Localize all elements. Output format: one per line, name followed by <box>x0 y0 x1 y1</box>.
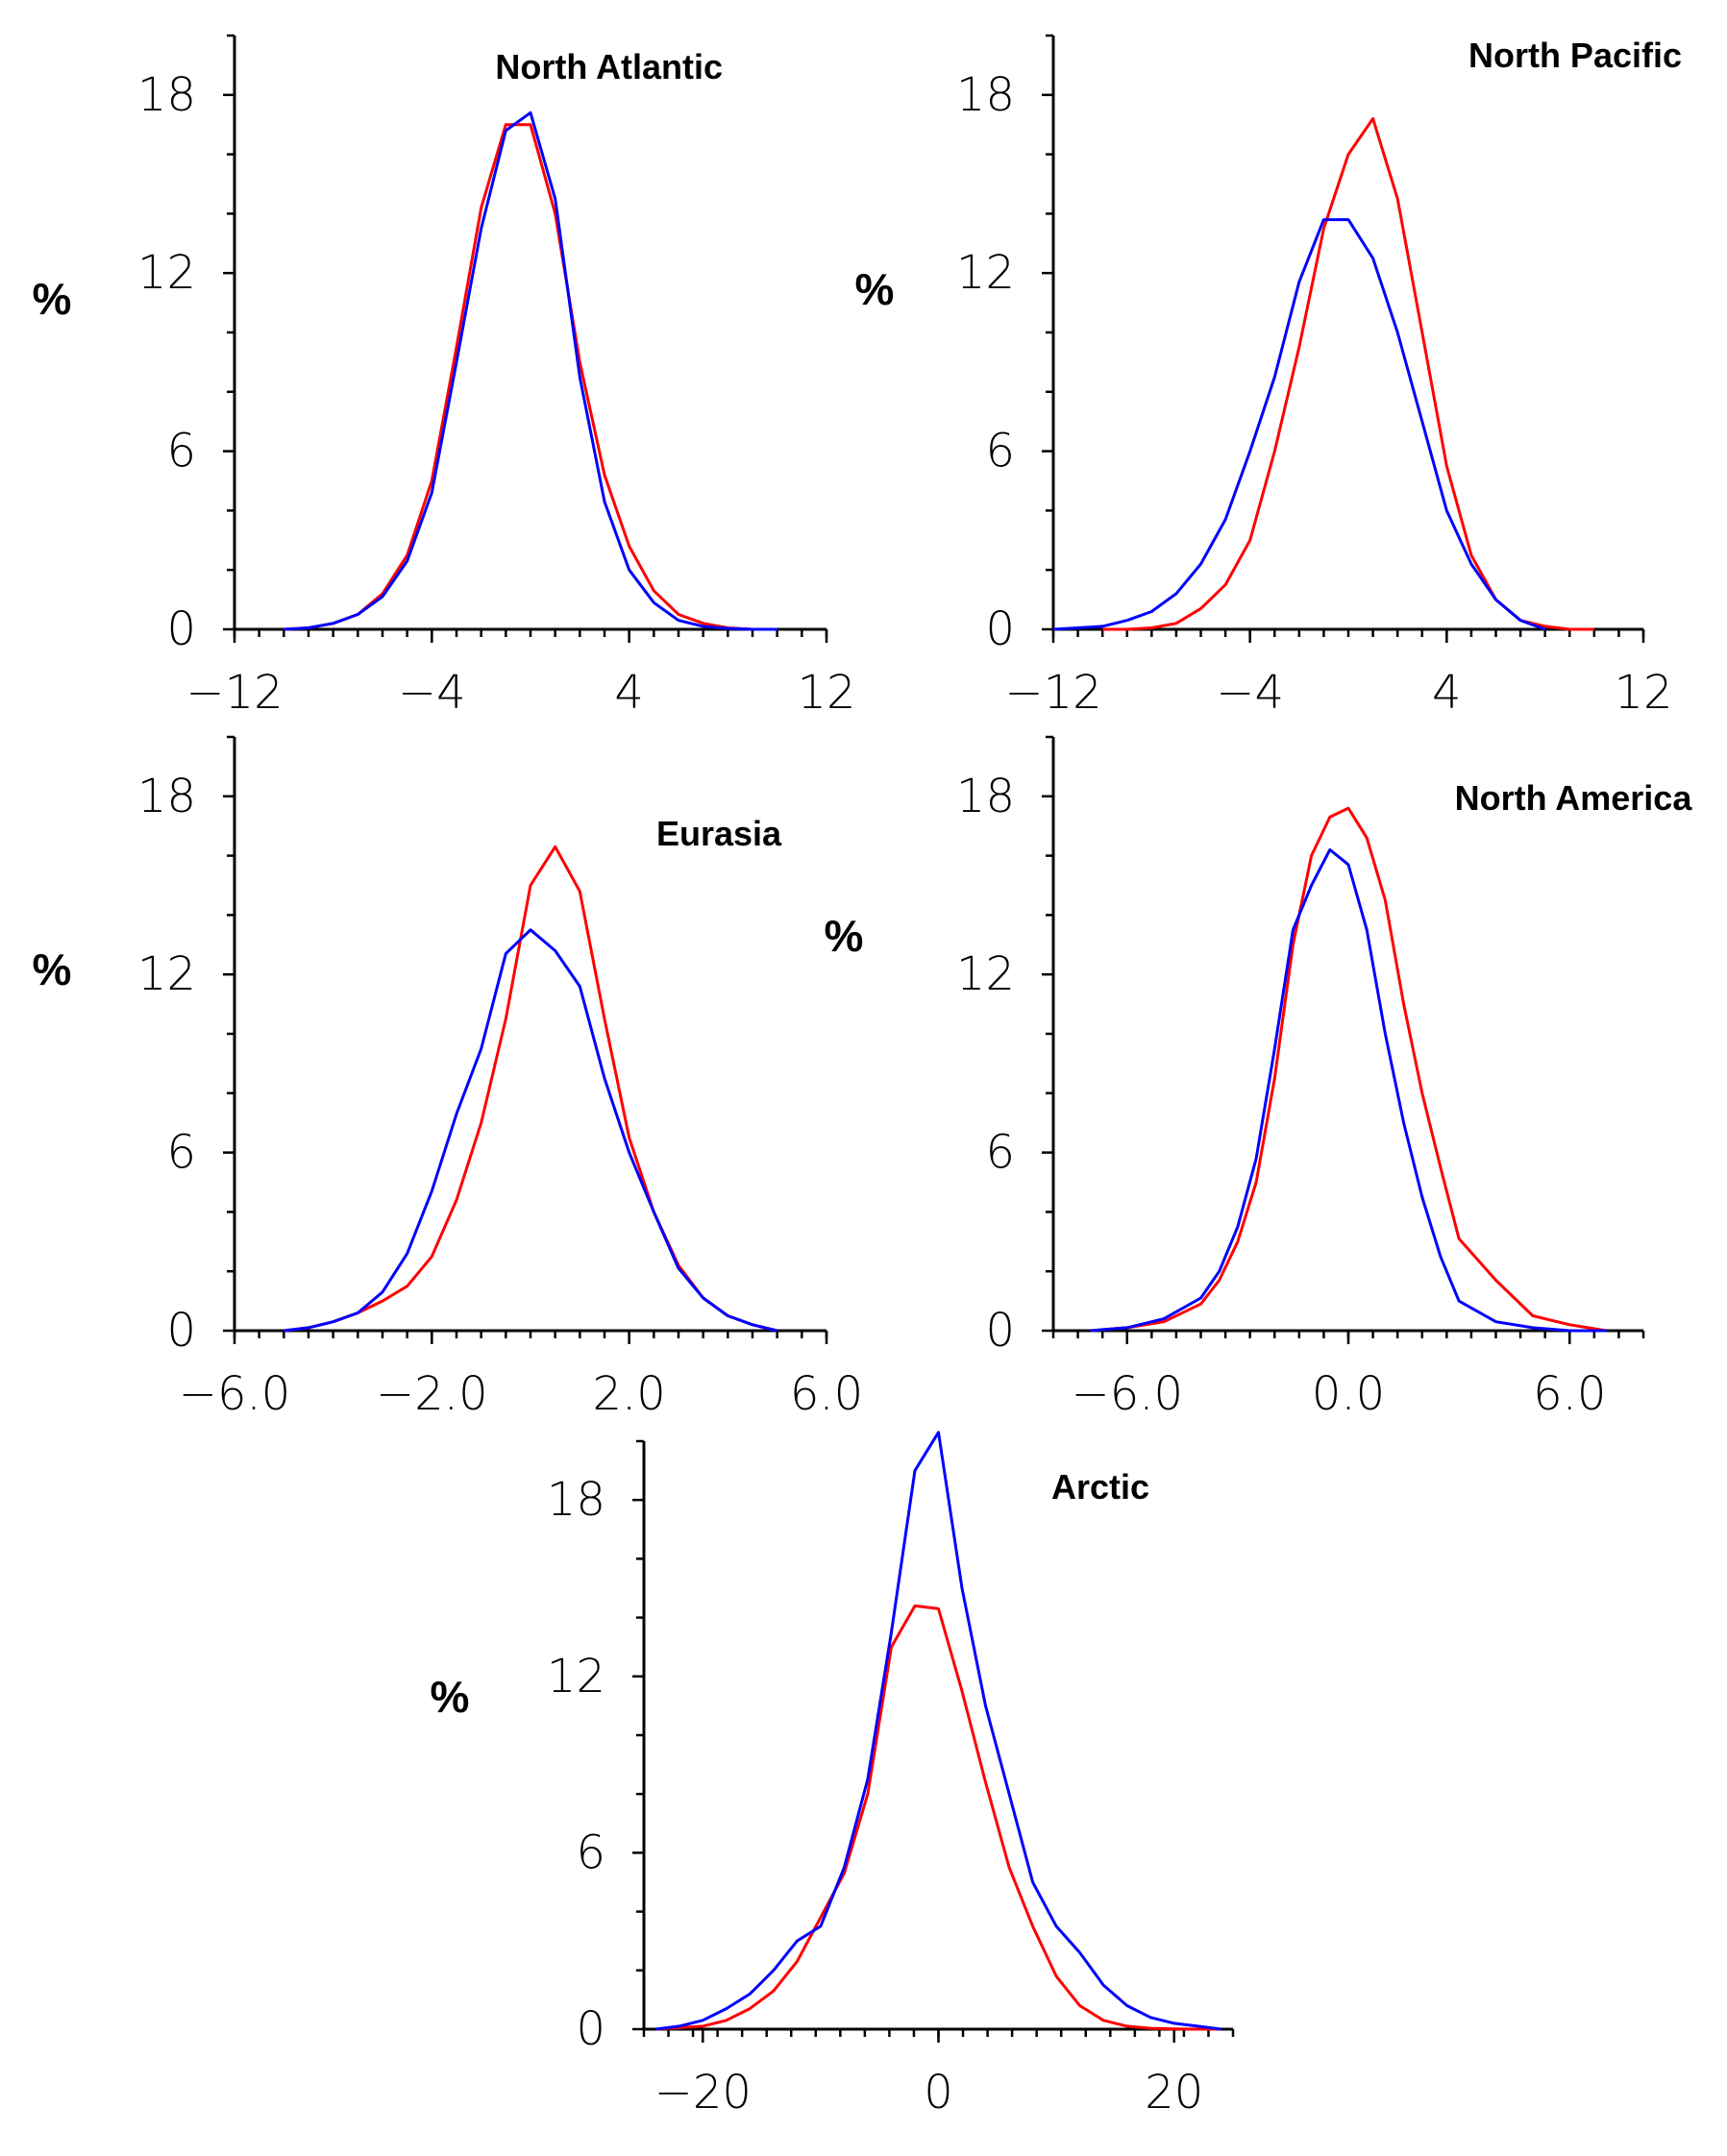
x-tick-label: 0.0 <box>1312 1367 1385 1421</box>
y-axis-label: % <box>825 911 864 961</box>
y-tick-label: 18 <box>137 770 196 823</box>
panel-arctic: 0 6 12 18 −20 0 20% Arctic <box>431 1431 1235 2119</box>
x-tick-label: −20 <box>654 2066 752 2119</box>
series-line-red <box>1090 806 1607 1333</box>
y-tick-label: 6 <box>166 425 196 478</box>
series-line-red <box>1102 117 1594 631</box>
panel-title: North Pacific <box>1468 36 1682 75</box>
y-tick-label: 6 <box>166 1126 196 1180</box>
x-tick-label: 12 <box>1614 666 1672 720</box>
x-tick-label: −2.0 <box>376 1367 488 1421</box>
panel-title: Arctic <box>1051 1467 1149 1507</box>
y-axis-label: % <box>33 274 72 324</box>
y-tick-label: 12 <box>956 947 1015 1001</box>
panel-title: North America <box>1455 778 1693 818</box>
y-axis-label: % <box>431 1672 470 1722</box>
y-axis-label: % <box>33 944 72 994</box>
y-tick-label: 12 <box>137 947 196 1001</box>
y-tick-label: 12 <box>547 1650 605 1703</box>
panel-north-atlantic: 0 6 12 18 −12 −4 4 12% North Atlantic <box>33 34 856 720</box>
y-tick-label: 18 <box>547 1473 605 1527</box>
x-tick-label: −4 <box>1216 666 1284 720</box>
series-line-red <box>284 845 778 1333</box>
x-tick-label: 6.0 <box>790 1367 863 1421</box>
series-line-blue <box>1090 847 1607 1333</box>
y-tick-label: 18 <box>956 68 1015 122</box>
x-tick-label: −12 <box>1004 666 1101 720</box>
panel-north-pacific: 0 6 12 18 −12 −4 4 12% North Pacific <box>855 34 1682 720</box>
series-line-blue <box>1052 218 1546 631</box>
series-line-blue <box>284 110 777 631</box>
x-tick-label: −6.0 <box>179 1367 291 1421</box>
y-tick-label: 0 <box>166 602 196 656</box>
x-tick-label: 2.0 <box>592 1367 665 1421</box>
y-tick-label: 18 <box>956 770 1015 823</box>
y-tick-label: 0 <box>166 1304 196 1358</box>
panel-title: Eurasia <box>656 814 782 853</box>
series-line-red <box>655 1604 1221 2031</box>
y-tick-label: 12 <box>956 246 1015 300</box>
series-line-blue <box>284 928 778 1333</box>
x-tick-label: 12 <box>797 666 855 720</box>
series-line-red <box>284 123 777 631</box>
x-tick-label: 4 <box>614 666 644 720</box>
panel-eurasia: 0 6 12 18 −6.0 −2.0 2.0 6.0% Eurasia <box>33 735 863 1421</box>
y-tick-label: 6 <box>985 425 1015 478</box>
y-axis-label: % <box>855 264 895 314</box>
y-tick-label: 12 <box>137 246 196 300</box>
x-tick-label: −6.0 <box>1071 1367 1183 1421</box>
series-line-blue <box>655 1431 1221 2031</box>
x-tick-label: −12 <box>185 666 283 720</box>
x-tick-label: 20 <box>1145 2066 1203 2119</box>
y-tick-label: 6 <box>985 1126 1015 1180</box>
x-tick-label: 0 <box>924 2066 953 2119</box>
x-tick-label: −4 <box>398 666 466 720</box>
y-tick-label: 18 <box>137 68 196 122</box>
x-tick-label: 4 <box>1432 666 1462 720</box>
y-tick-label: 0 <box>576 2002 605 2056</box>
panel-title: North Atlantic <box>495 47 723 86</box>
y-tick-label: 0 <box>985 1304 1015 1358</box>
y-tick-label: 0 <box>985 602 1015 656</box>
panel-north-america: 0 6 12 18 −6.0 0.0 6.0% North America <box>825 735 1693 1421</box>
x-tick-label: 6.0 <box>1533 1367 1606 1421</box>
y-tick-label: 6 <box>576 1825 605 1879</box>
